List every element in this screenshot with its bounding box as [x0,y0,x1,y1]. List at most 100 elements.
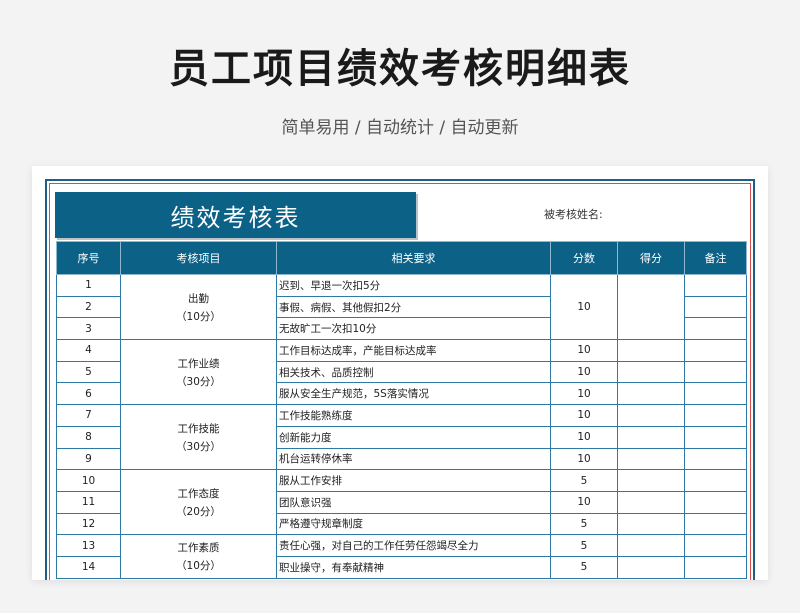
result-cell[interactable] [617,447,685,471]
requirement-cell[interactable]: 团队意识强 [276,490,551,514]
row-number[interactable]: 6 [56,382,121,406]
remark-cell[interactable] [684,360,747,384]
table-row: 14 职业操守，有奉献精神 5 [56,555,747,579]
page-subtitle: 简单易用 / 自动统计 / 自动更新 [281,118,519,138]
requirement-cell[interactable]: 事假、病假、其他假扣2分 [276,295,551,319]
row-number[interactable]: 7 [56,404,121,427]
column-header[interactable]: 序号 [56,241,121,275]
result-cell[interactable] [617,469,685,492]
column-header[interactable]: 分数 [550,241,618,275]
requirement-cell[interactable]: 机台运转停休率 [276,447,551,471]
score-cell[interactable]: 10 [550,360,618,384]
remark-cell[interactable] [684,447,747,471]
row-number[interactable]: 12 [56,512,121,536]
requirement-cell[interactable]: 服从安全生产规范，5S落实情况 [276,382,551,406]
category-points: （30分） [176,375,221,388]
category-cell[interactable]: 工作业绩 （30分） [120,339,277,406]
row-number[interactable]: 5 [56,360,121,384]
remark-cell[interactable] [684,404,747,427]
score-cell[interactable]: 10 [550,404,618,427]
remark-cell[interactable] [684,534,747,557]
remark-cell[interactable] [684,425,747,449]
category-points: （10分） [176,559,221,572]
score-cell[interactable]: 5 [550,555,618,579]
score-cell[interactable]: 5 [550,512,618,536]
category-cell[interactable]: 工作素质 （10分） [120,534,277,579]
category-name: 工作技能 [177,422,220,435]
requirement-cell[interactable]: 创新能力度 [276,425,551,449]
category-name: 工作态度 [177,487,220,500]
remark-cell[interactable] [684,274,747,297]
row-number[interactable]: 10 [56,469,121,492]
score-cell[interactable]: 5 [550,469,618,492]
table-row: 3 无故旷工一次扣10分 [56,317,747,341]
remark-cell[interactable] [684,339,747,362]
requirement-cell[interactable]: 工作技能熟练度 [276,404,551,427]
column-header[interactable]: 得分 [617,241,685,275]
score-cell[interactable]: 10 [550,490,618,514]
result-cell[interactable] [617,534,685,557]
requirement-cell[interactable]: 严格遵守规章制度 [276,512,551,536]
row-number[interactable]: 9 [56,447,121,471]
score-cell[interactable]: 10 [550,447,618,471]
category-cell[interactable]: 工作态度 （20分） [120,469,277,536]
category-name: 出勤 [188,292,209,305]
column-header[interactable]: 相关要求 [276,241,551,275]
result-cell[interactable] [617,360,685,384]
category-points: （20分） [176,505,221,518]
name-label: 被考核姓名: [544,208,603,221]
remark-cell[interactable] [684,555,747,579]
row-number[interactable]: 3 [56,317,121,341]
table-row: 11 团队意识强 10 [56,490,747,514]
table-row: 1 出勤 （10分） 迟到、早退一次扣5分 10 [56,273,747,341]
requirement-cell[interactable]: 迟到、早退一次扣5分 [276,274,551,297]
result-cell[interactable] [617,425,685,449]
table-row: 4 工作业绩 （30分） 工作目标达成率，产能目标达成率 10 [56,339,747,406]
category-name: 工作素质 [177,541,220,554]
score-cell[interactable]: 10 [550,339,618,362]
row-number[interactable]: 8 [56,425,121,449]
remark-cell[interactable] [684,469,747,492]
result-cell[interactable] [617,382,685,406]
row-number[interactable]: 11 [56,490,121,514]
table-row: 10 工作态度 （20分） 服从工作安排 5 [56,469,747,536]
requirement-cell[interactable]: 责任心强，对自己的工作任劳任怨竭尽全力 [276,534,551,557]
spreadsheet-preview: 绩效考核表 被考核姓名: 序号 考核项目 相关要求 分数 得分 备注 1 出勤 （10分） 迟到… [32,166,768,580]
category-cell[interactable]: 出勤 （10分） [120,273,277,341]
result-cell[interactable] [617,512,685,536]
remark-cell[interactable] [684,295,747,319]
requirement-cell[interactable]: 职业操守，有奉献精神 [276,555,551,579]
result-cell[interactable] [617,339,685,362]
table-row: 9 机台运转停休率 10 [56,447,747,471]
row-number[interactable]: 13 [56,534,121,557]
row-number[interactable]: 2 [56,295,121,319]
category-name: 工作业绩 [177,357,220,370]
result-cell[interactable] [617,555,685,579]
score-cell[interactable]: 10 [550,273,618,341]
row-number[interactable]: 1 [56,274,121,297]
requirement-cell[interactable]: 相关技术、品质控制 [276,360,551,384]
row-number[interactable]: 4 [56,339,121,362]
evaluation-table: 序号 考核项目 相关要求 分数 得分 备注 1 出勤 （10分） 迟到、早退一次扣5分 10 2 事假… [56,241,747,579]
score-cell[interactable]: 10 [550,425,618,449]
result-cell[interactable] [617,273,685,341]
category-points: （30分） [176,440,221,453]
remark-cell[interactable] [684,512,747,536]
score-cell[interactable]: 10 [550,382,618,406]
remark-cell[interactable] [684,317,747,341]
requirement-cell[interactable]: 无故旷工一次扣10分 [276,317,551,341]
requirement-cell[interactable]: 工作目标达成率，产能目标达成率 [276,339,551,362]
sheet-frame: 绩效考核表 被考核姓名: 序号 考核项目 相关要求 分数 得分 备注 1 出勤 （10分） 迟到… [45,179,755,580]
remark-cell[interactable] [684,490,747,514]
requirement-cell[interactable]: 服从工作安排 [276,469,551,492]
row-number[interactable]: 14 [56,555,121,579]
category-cell[interactable]: 工作技能 （30分） [120,404,277,471]
remark-cell[interactable] [684,382,747,406]
column-header[interactable]: 考核项目 [120,241,277,275]
sheet-title: 绩效考核表 [55,192,416,238]
result-cell[interactable] [617,490,685,514]
result-cell[interactable] [617,404,685,427]
table-row: 7 工作技能 （30分） 工作技能熟练度 10 [56,404,747,471]
column-header[interactable]: 备注 [684,241,747,275]
score-cell[interactable]: 5 [550,534,618,557]
